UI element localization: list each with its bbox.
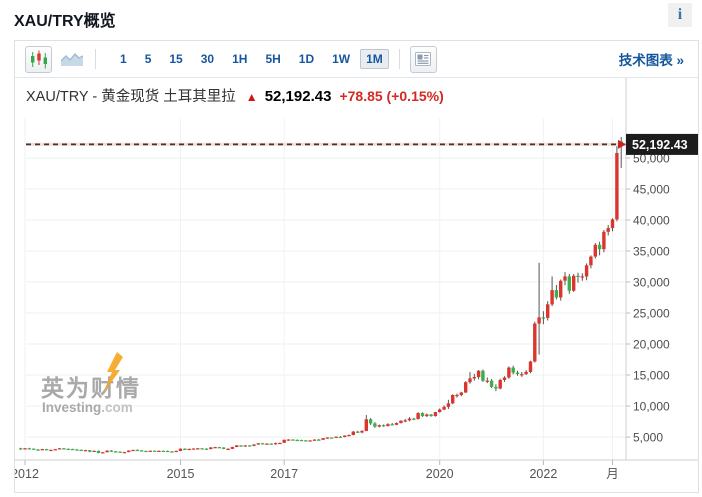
svg-text:月: 月 xyxy=(606,467,619,481)
svg-text:50,000: 50,000 xyxy=(633,152,670,166)
info-button[interactable]: i xyxy=(668,3,692,27)
timeframe-5[interactable]: 5 xyxy=(144,52,152,66)
candlestick-view-button[interactable] xyxy=(25,45,52,73)
top-header: XAU/TRY概览 i xyxy=(0,0,702,40)
svg-text:30,000: 30,000 xyxy=(633,276,670,290)
svg-text:40,000: 40,000 xyxy=(633,214,670,228)
x-grid-and-labels: 2012 2015 2017 2020 2022 月 xyxy=(11,118,619,481)
timeframe-1M[interactable]: 1M xyxy=(360,49,389,69)
current-price-label: 52,192.43 xyxy=(618,133,698,155)
svg-text:52,192.43: 52,192.43 xyxy=(632,138,688,152)
timeframe-15[interactable]: 15 xyxy=(169,52,183,66)
instrument-name: XAU/TRY - 黄金现货 土耳其里拉 xyxy=(26,89,236,105)
y-grid-and-labels: 5,000 10,000 15,000 20,000 25,000 30,000 35,00… xyxy=(26,152,670,445)
svg-text:2022: 2022 xyxy=(529,467,557,481)
svg-text:2020: 2020 xyxy=(426,467,454,481)
timeframe-1H[interactable]: 1H xyxy=(232,52,248,66)
info-icon: i xyxy=(677,6,683,23)
toolbar-separator xyxy=(95,49,96,69)
svg-text:英为财情: 英为财情 xyxy=(41,375,141,401)
candlestick-chart: 5,000 10,000 15,000 20,000 25,000 30,000 35,00… xyxy=(11,78,698,492)
area-chart-icon xyxy=(60,52,83,66)
instrument-header: XAU/TRY - 黄金现货 土耳其里拉 ▲ 52,192.43 +78.85 … xyxy=(26,85,444,106)
last-price: 52,192.43 xyxy=(264,88,332,105)
timeframe-group: 1 5 15 30 1H 5H 1D 1W 1M xyxy=(112,49,389,69)
svg-text:15,000: 15,000 xyxy=(633,369,670,383)
svg-text:2012: 2012 xyxy=(15,467,39,481)
candlestick-series xyxy=(19,136,623,454)
svg-text:5,000: 5,000 xyxy=(633,431,663,445)
chart-toolbar: 1 5 15 30 1H 5H 1D 1W 1M 技术图表 » xyxy=(15,41,698,78)
svg-text:45,000: 45,000 xyxy=(633,183,670,197)
svg-text:10,000: 10,000 xyxy=(633,400,670,414)
svg-text:Investing.com: Investing.com xyxy=(42,400,133,415)
timeframe-1W[interactable]: 1W xyxy=(332,52,351,66)
svg-text:2015: 2015 xyxy=(167,467,195,481)
price-marker-arrow-icon xyxy=(618,139,626,149)
area-view-button[interactable] xyxy=(58,46,85,73)
timeframe-1D[interactable]: 1D xyxy=(298,52,315,66)
timeframe-30[interactable]: 30 xyxy=(200,52,215,66)
news-panel-icon xyxy=(415,52,432,66)
svg-text:25,000: 25,000 xyxy=(633,307,670,321)
news-panel-button[interactable] xyxy=(409,45,437,73)
chart-svg: 5,000 10,000 15,000 20,000 25,000 30,000 35,00… xyxy=(11,78,698,481)
price-up-arrow-icon: ▲ xyxy=(245,90,258,104)
technical-chart-link[interactable]: 技术图表 » xyxy=(618,53,684,68)
candlestick-icon xyxy=(30,50,47,68)
svg-text:35,000: 35,000 xyxy=(633,245,670,259)
page-title: XAU/TRY概览 xyxy=(14,13,116,30)
toolbar-separator xyxy=(398,49,400,69)
chart-widget: 1 5 15 30 1H 5H 1D 1W 1M 技术图表 » XAU/TRY - 黄金现货 土… xyxy=(11,40,699,493)
timeframe-5H[interactable]: 5H xyxy=(265,52,281,66)
chart-plot-area[interactable]: XAU/TRY - 黄金现货 土耳其里拉 ▲ 52,192.43 +78.85 … xyxy=(11,78,698,492)
price-change: +78.85 (+0.15%) xyxy=(339,88,444,104)
svg-text:2017: 2017 xyxy=(270,467,298,481)
svg-text:20,000: 20,000 xyxy=(633,338,670,352)
timeframe-1[interactable]: 1 xyxy=(120,52,127,66)
